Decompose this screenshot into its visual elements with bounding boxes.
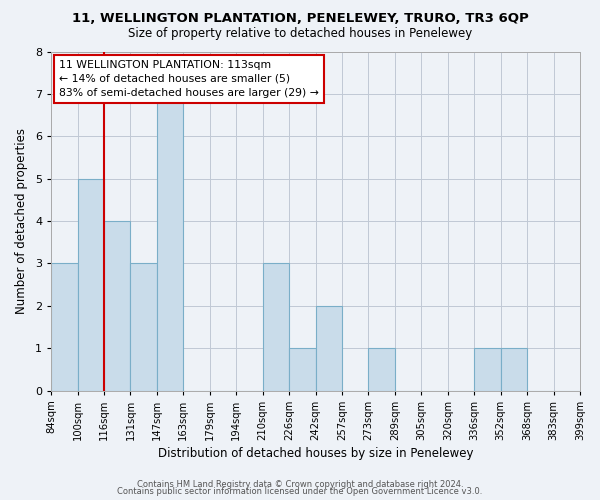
Bar bbox=[474, 348, 500, 391]
Bar bbox=[157, 94, 184, 390]
Text: Size of property relative to detached houses in Penelewey: Size of property relative to detached ho… bbox=[128, 28, 472, 40]
Bar bbox=[289, 348, 316, 391]
Bar bbox=[500, 348, 527, 391]
Bar bbox=[368, 348, 395, 391]
X-axis label: Distribution of detached houses by size in Penelewey: Distribution of detached houses by size … bbox=[158, 447, 473, 460]
Bar bbox=[130, 264, 157, 390]
Text: Contains HM Land Registry data © Crown copyright and database right 2024.: Contains HM Land Registry data © Crown c… bbox=[137, 480, 463, 489]
Bar bbox=[316, 306, 342, 390]
Text: Contains public sector information licensed under the Open Government Licence v3: Contains public sector information licen… bbox=[118, 488, 482, 496]
Text: 11 WELLINGTON PLANTATION: 113sqm
← 14% of detached houses are smaller (5)
83% of: 11 WELLINGTON PLANTATION: 113sqm ← 14% o… bbox=[59, 60, 319, 98]
Bar bbox=[104, 221, 130, 390]
Bar bbox=[51, 264, 77, 390]
Y-axis label: Number of detached properties: Number of detached properties bbox=[15, 128, 28, 314]
Bar bbox=[263, 264, 289, 390]
Bar bbox=[77, 178, 104, 390]
Text: 11, WELLINGTON PLANTATION, PENELEWEY, TRURO, TR3 6QP: 11, WELLINGTON PLANTATION, PENELEWEY, TR… bbox=[71, 12, 529, 26]
